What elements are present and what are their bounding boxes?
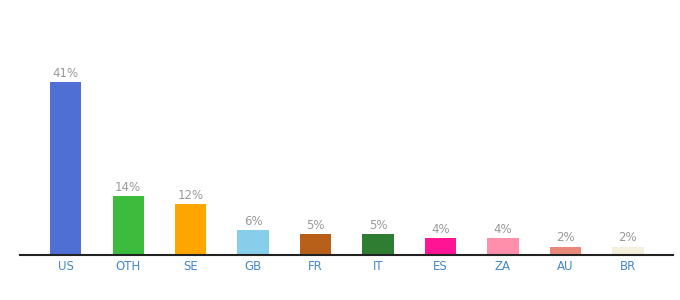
Text: 6%: 6% — [244, 214, 262, 228]
Text: 5%: 5% — [306, 219, 325, 232]
Text: 41%: 41% — [52, 67, 79, 80]
Bar — [50, 82, 82, 255]
Bar — [300, 234, 331, 255]
Bar — [237, 230, 269, 255]
Text: 4%: 4% — [494, 223, 512, 236]
Bar — [488, 238, 519, 255]
Text: 14%: 14% — [115, 181, 141, 194]
Text: 4%: 4% — [431, 223, 449, 236]
Bar — [550, 247, 581, 255]
Bar — [362, 234, 394, 255]
Text: 2%: 2% — [556, 232, 575, 244]
Bar — [113, 196, 143, 255]
Text: 12%: 12% — [177, 189, 204, 203]
Text: 2%: 2% — [619, 232, 637, 244]
Bar — [175, 205, 206, 255]
Text: 5%: 5% — [369, 219, 388, 232]
Bar — [612, 247, 643, 255]
Bar — [425, 238, 456, 255]
